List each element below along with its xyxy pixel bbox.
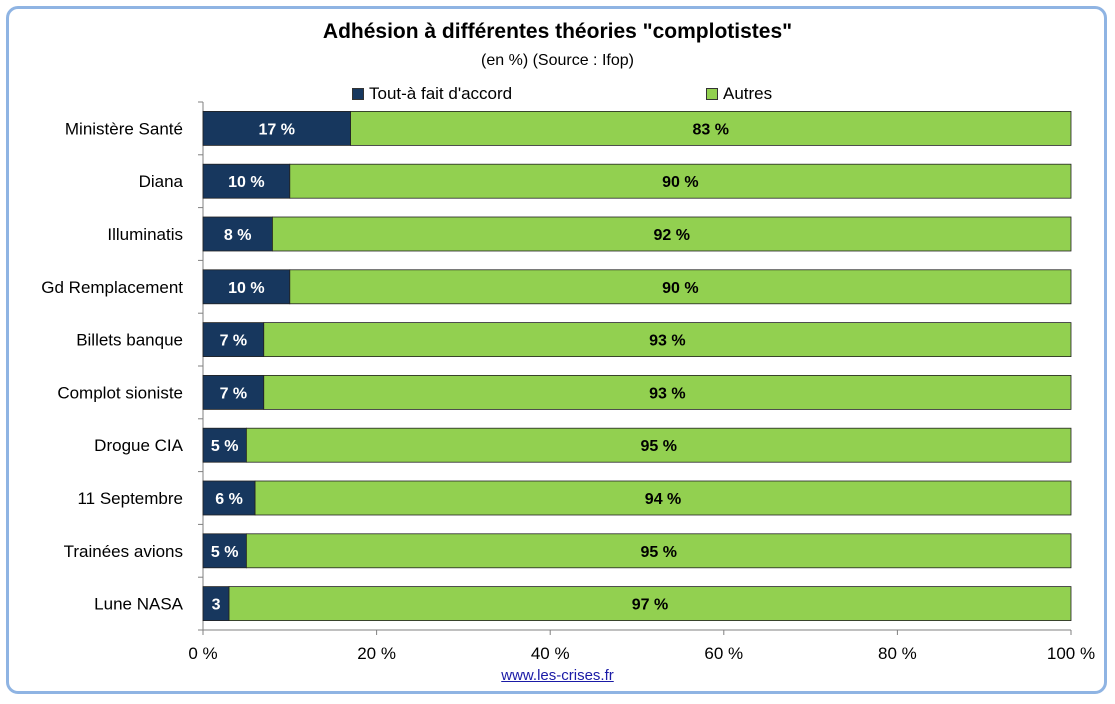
x-tick-label: 20 % bbox=[357, 644, 396, 663]
data-label: 5 % bbox=[211, 544, 239, 561]
bar-others bbox=[228, 586, 1072, 621]
bar-agree bbox=[202, 374, 265, 410]
category-label: Gd Remplacement bbox=[41, 278, 183, 297]
bar-others bbox=[289, 163, 1072, 199]
bar-agree bbox=[202, 480, 256, 516]
legend-label-others: Autres bbox=[723, 84, 773, 103]
data-label: 17 % bbox=[259, 121, 295, 138]
bar-agree bbox=[202, 111, 351, 146]
data-label: 97 % bbox=[632, 597, 668, 614]
data-label: 7 % bbox=[220, 333, 248, 350]
x-tick-label: 60 % bbox=[704, 644, 743, 663]
data-label: 10 % bbox=[228, 280, 264, 297]
data-label: 93 % bbox=[649, 385, 685, 402]
bar-others bbox=[289, 269, 1072, 305]
legend-item-others: Autres bbox=[706, 83, 772, 105]
bar-others bbox=[263, 374, 1072, 410]
chart-title: Adhésion à différentes théories "complot… bbox=[322, 20, 793, 43]
chart-subtitle: (en %) (Source : Ifop) bbox=[481, 52, 634, 69]
category-label: Billets banque bbox=[76, 331, 183, 350]
category-label: Drogue CIA bbox=[94, 436, 183, 455]
data-label: 5 % bbox=[211, 438, 239, 455]
x-tick-label: 100 % bbox=[1047, 644, 1095, 663]
category-label: Trainées avions bbox=[64, 542, 183, 561]
legend-swatch-agree bbox=[352, 88, 364, 100]
bar-others bbox=[245, 533, 1072, 569]
bar-agree bbox=[202, 269, 291, 305]
data-label: 92 % bbox=[653, 227, 689, 244]
data-label: 8 % bbox=[224, 227, 252, 244]
bar-others bbox=[272, 216, 1072, 252]
bar-others bbox=[245, 427, 1072, 463]
data-label: 90 % bbox=[662, 280, 698, 297]
category-label: Lune NASA bbox=[94, 595, 183, 614]
x-tick-label: 40 % bbox=[531, 644, 570, 663]
category-label: Diana bbox=[139, 172, 184, 191]
data-label: 95 % bbox=[640, 544, 676, 561]
data-label: 6 % bbox=[215, 491, 243, 508]
data-label: 95 % bbox=[640, 438, 676, 455]
bar-agree bbox=[202, 586, 230, 621]
bar-agree bbox=[202, 427, 247, 463]
bar-agree bbox=[202, 216, 273, 252]
category-label: Ministère Santé bbox=[65, 119, 183, 138]
bar-agree bbox=[202, 163, 291, 199]
category-label: 11 Septembre bbox=[77, 489, 183, 508]
data-label: 7 % bbox=[220, 385, 248, 402]
bar-others bbox=[263, 322, 1072, 358]
x-tick-label: 80 % bbox=[878, 644, 917, 663]
category-label: Illuminatis bbox=[107, 225, 183, 244]
legend-label-agree: Tout-à fait d'accord bbox=[369, 84, 513, 103]
category-label: Complot sioniste bbox=[57, 383, 183, 402]
data-label: 94 % bbox=[645, 491, 681, 508]
bar-others bbox=[254, 480, 1072, 516]
data-label: 3 bbox=[212, 597, 221, 614]
data-label: 90 % bbox=[662, 174, 698, 191]
bar-agree bbox=[202, 322, 265, 358]
x-tick-label: 0 % bbox=[188, 644, 217, 663]
bar-others bbox=[350, 111, 1072, 146]
data-label: 10 % bbox=[228, 174, 264, 191]
data-label: 83 % bbox=[693, 121, 729, 138]
legend-item-agree: Tout-à fait d'accord bbox=[352, 83, 512, 105]
data-label: 93 % bbox=[649, 333, 685, 350]
source-link[interactable]: www.les-crises.fr bbox=[501, 667, 614, 684]
legend-swatch-others bbox=[706, 88, 718, 100]
